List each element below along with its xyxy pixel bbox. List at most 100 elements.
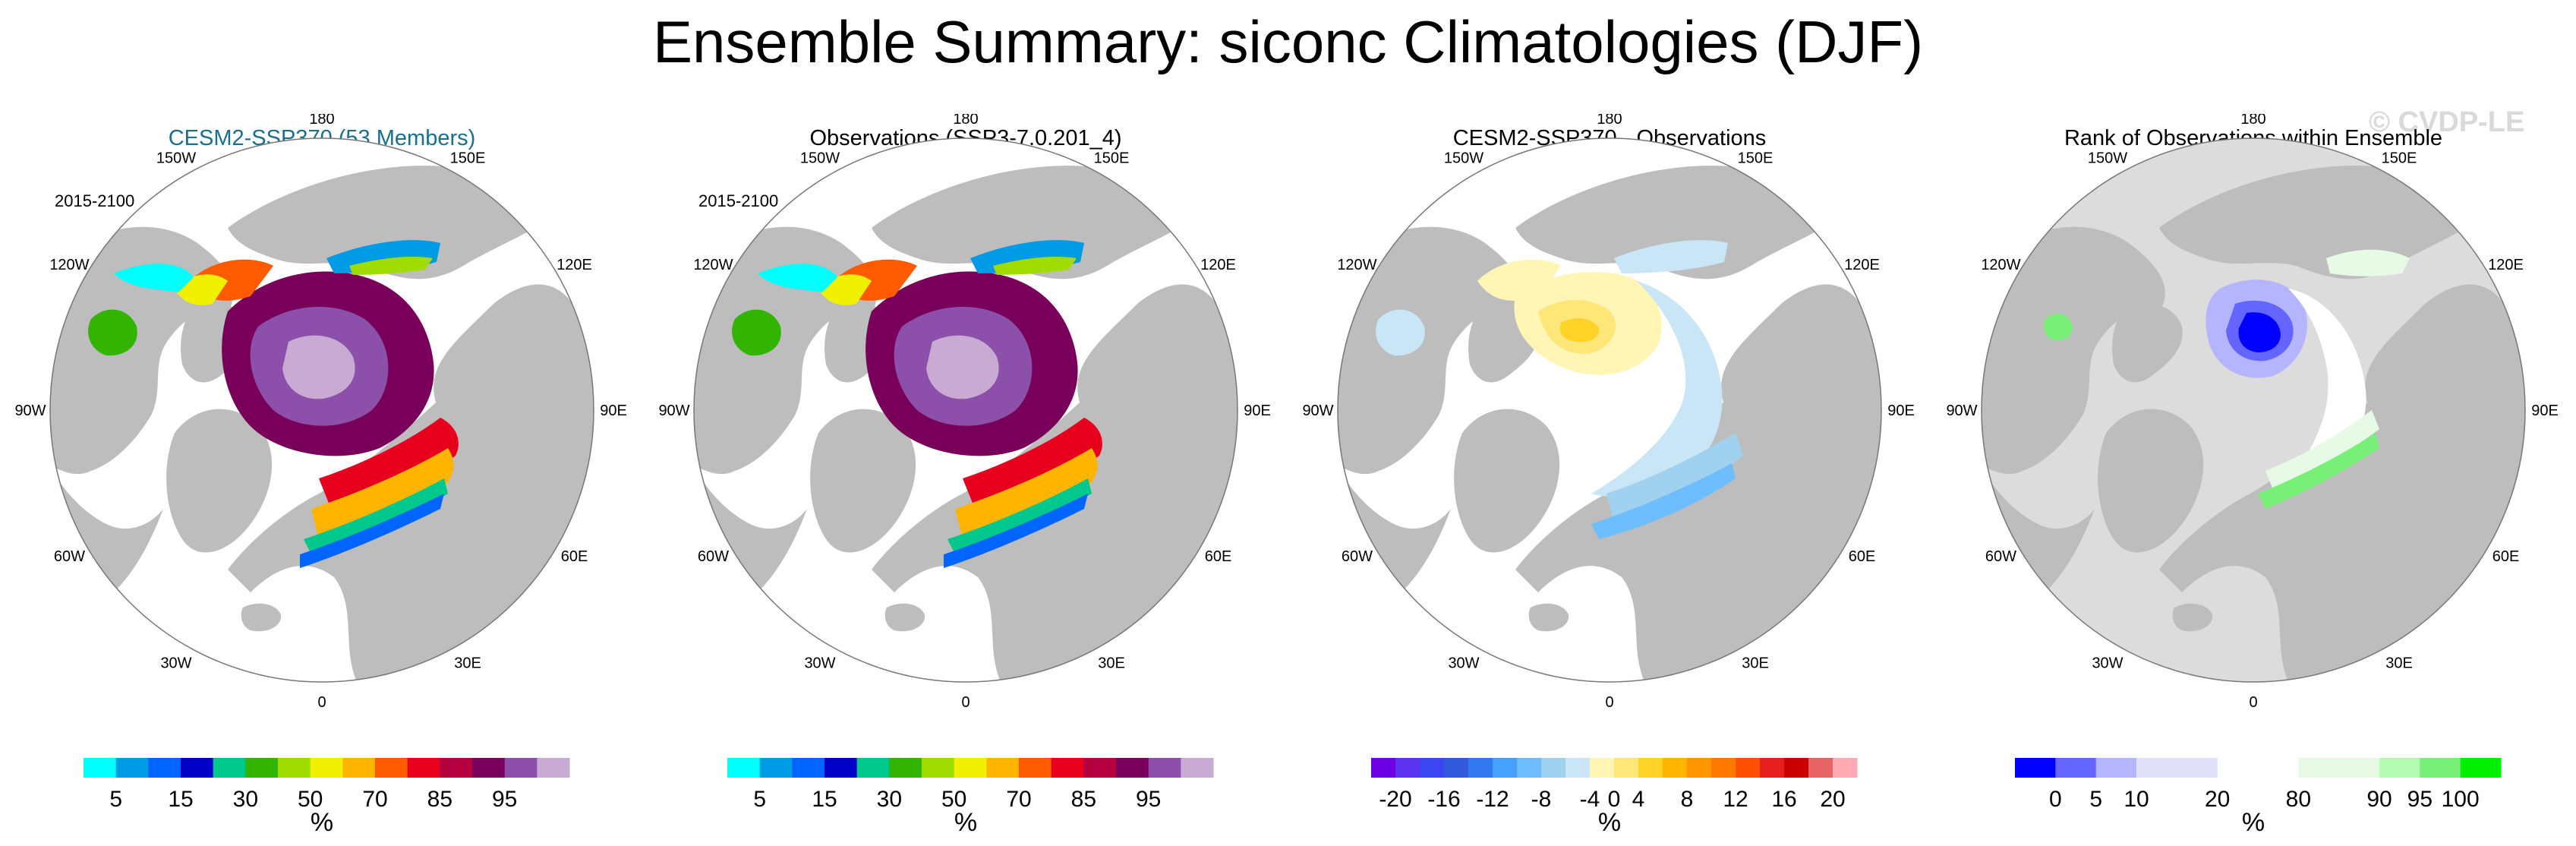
colorbar-swatch — [986, 758, 1020, 778]
land-eurasia — [2159, 284, 2525, 682]
colorbar-swatch — [310, 758, 343, 778]
colorbar-swatch — [1736, 758, 1761, 778]
colorbar-tick-label: -12 — [1476, 787, 1509, 812]
land-asiaTop — [2159, 166, 2493, 279]
colorbar-unit: % — [1598, 808, 1621, 835]
longitude-label: 60W — [54, 548, 85, 565]
colorbar-tick-label: 20 — [2205, 787, 2230, 812]
sea-ice-field — [1559, 318, 1600, 343]
colorbar-tick-label: 95 — [2407, 787, 2433, 812]
colorbar-tick-label: 85 — [427, 787, 452, 812]
longitude-label: 120E — [1200, 257, 1236, 273]
colorbar-swatch — [1711, 758, 1736, 778]
longitude-label: 90W — [1302, 402, 1333, 419]
longitude-label: 90E — [1244, 402, 1271, 419]
sea-ice-field — [300, 494, 444, 568]
colorbar-swatch — [2177, 758, 2218, 778]
colorbar-swatch — [856, 758, 890, 778]
colorbar-tick-label: 80 — [2286, 787, 2311, 812]
longitude-label: 30E — [2385, 655, 2413, 672]
colorbar: -20 -16 -12 -8 -4 0 4 8 12 16 20% — [1371, 758, 1858, 835]
longitude-label: 0 — [1605, 694, 1613, 711]
longitude-label: 150W — [2088, 150, 2127, 166]
colorbar-tick-label: 0 — [2049, 787, 2062, 812]
polar-map: 180 150E 120E 90E 60E 30E 0 30W 60W 90W 120W 150W 0 5… — [1946, 114, 2558, 835]
longitude-label: 30W — [1448, 655, 1479, 672]
map-body — [1982, 138, 2525, 682]
sea-ice-field — [88, 309, 137, 356]
sea-ice-field — [758, 264, 837, 292]
sea-ice-field — [2044, 314, 2073, 341]
longitude-label: 150E — [450, 150, 486, 166]
longitude-label: 180 — [953, 114, 978, 128]
period-label: 2015-2100 — [55, 191, 135, 210]
longitude-label: 150E — [2382, 150, 2417, 166]
colorbar-swatch — [1420, 758, 1445, 778]
colorbar-unit: % — [954, 808, 977, 835]
longitude-label: 90W — [14, 402, 46, 419]
sea-ice-field — [311, 448, 454, 539]
land-iceland — [1528, 603, 1569, 632]
map-body — [50, 138, 594, 682]
colorbar-tick-label: 50 — [298, 787, 323, 812]
sea-ice-field — [319, 418, 459, 516]
longitude-label: 180 — [1597, 114, 1622, 128]
colorbar-tick-label: 15 — [812, 787, 837, 812]
colorbar-swatch — [1760, 758, 1785, 778]
longitude-label: 120E — [2488, 257, 2524, 273]
colorbar-swatch — [2055, 758, 2097, 778]
colorbar: 5 15 30 50 70 85 95% — [727, 758, 1214, 835]
colorbar-tick-label: 70 — [1006, 787, 1031, 812]
colorbar-swatch — [440, 758, 473, 778]
colorbar-tick-label: 12 — [1723, 787, 1748, 812]
land-iceland — [241, 603, 282, 632]
colorbar-tick-label: 100 — [2442, 787, 2480, 812]
longitude-label: 180 — [309, 114, 334, 128]
sea-ice-field — [1376, 309, 1425, 356]
colorbar-swatch — [2338, 758, 2380, 778]
colorbar-swatch — [1051, 758, 1084, 778]
land-eurasiaInner — [1221, 311, 1238, 478]
main-title: Ensemble Summary: siconc Climatologies (… — [652, 8, 1924, 75]
colorbar-tick-label: 0 — [1608, 787, 1621, 812]
colorbar-swatch — [2095, 758, 2137, 778]
polar-map: 180 150E 120E 90E 60E 30E 0 30W 60W 90W 120W 150W 5 1… — [658, 114, 1271, 835]
sea-ice-field — [1591, 281, 1723, 497]
sea-ice-field — [1614, 240, 1728, 273]
colorbar-swatch — [759, 758, 793, 778]
colorbar-tick-label: 20 — [1820, 787, 1845, 812]
colorbar-swatch — [1590, 758, 1615, 778]
panel-observations-climatology: Observations (SSP3-7.0.201_4) 2015-2100 … — [644, 114, 1288, 835]
sea-ice-field — [2258, 433, 2379, 509]
colorbar-tick-label: -4 — [1580, 787, 1600, 812]
longitude-label: 120E — [1844, 257, 1880, 273]
colorbar-swatch — [825, 758, 858, 778]
colorbar-swatch — [2460, 758, 2502, 778]
longitude-label: 60W — [1342, 548, 1373, 565]
colorbar-swatch — [1116, 758, 1149, 778]
colorbar-tick-label: 15 — [168, 787, 193, 812]
colorbar-swatch — [213, 758, 246, 778]
colorbar-swatch — [84, 758, 117, 778]
colorbar-tick-label: 30 — [877, 787, 902, 812]
colorbar-tick-label: 5 — [753, 787, 766, 812]
colorbar-tick-label: 90 — [2366, 787, 2392, 812]
land-northAmerica — [1338, 226, 1521, 475]
colorbar-swatch — [1444, 758, 1469, 778]
colorbar-swatch — [1517, 758, 1542, 778]
map-body — [1338, 138, 1881, 682]
land-eurasiaInner — [577, 311, 594, 478]
longitude-label: 150W — [1444, 150, 1483, 166]
colorbar-swatch — [148, 758, 181, 778]
colorbar-swatch — [922, 758, 955, 778]
sea-ice-field — [1477, 259, 1561, 301]
sea-ice-field — [282, 335, 355, 399]
colorbar-swatch — [472, 758, 506, 778]
colorbar-swatch — [407, 758, 440, 778]
colorbar-swatch — [1181, 758, 1214, 778]
land-eurasiaInner — [2508, 311, 2525, 478]
colorbar-swatch — [1687, 758, 1712, 778]
longitude-label: 30E — [454, 655, 481, 672]
longitude-label: 120W — [49, 257, 89, 273]
colorbar-swatch — [2420, 758, 2461, 778]
